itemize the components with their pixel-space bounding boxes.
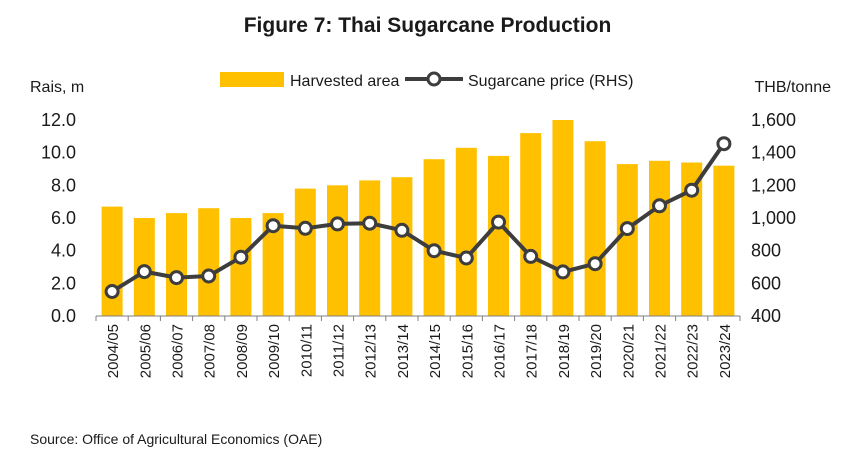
bar-2017/18: [520, 133, 542, 316]
x-tick-label: 2010/11: [298, 324, 315, 377]
x-tick-label: 2019/20: [588, 324, 605, 378]
price-point-2020/21: [619, 221, 635, 237]
bar-2020/21: [616, 164, 638, 316]
y-left-tick-label: 4.0: [51, 241, 76, 261]
y-right-tick-label: 1,400: [751, 143, 796, 163]
price-point-2006/07: [169, 270, 184, 286]
bar-2008/09: [230, 218, 252, 316]
y-left-tick-label: 0.0: [51, 306, 76, 326]
bar-2009/10: [262, 213, 284, 316]
chart-title: Figure 7: Thai Sugarcane Production: [243, 14, 612, 37]
price-point-2023/24: [716, 136, 732, 152]
x-tick-label: 2014/15: [427, 324, 444, 378]
y-left-tick-label: 6.0: [51, 208, 76, 228]
price-point-2018/19: [555, 264, 571, 280]
x-tick-label: 2023/24: [717, 324, 734, 378]
y-left-tick-label: 2.0: [51, 273, 76, 293]
y-right-tick-label: 800: [751, 241, 781, 261]
x-tick-label: 2020/21: [620, 324, 637, 378]
bar-2019/20: [584, 141, 606, 316]
x-tick-label: 2004/05: [105, 324, 122, 378]
y-right-tick-label: 1,600: [751, 110, 796, 130]
y-right-tick-label: 400: [751, 306, 781, 326]
bar-2021/22: [649, 160, 670, 316]
y-left-tick-label: 12.0: [41, 110, 76, 130]
legend-label-harvested-area: Harvested area: [290, 73, 399, 90]
price-point-2012/13: [362, 215, 378, 231]
x-tick-label: 2008/09: [234, 324, 251, 378]
y-right-tick-label: 600: [751, 273, 781, 293]
x-tick-label: 2016/17: [492, 324, 509, 378]
bar-2018/19: [552, 120, 574, 316]
price-point-2008/09: [233, 249, 249, 265]
price-point-2015/16: [458, 250, 474, 266]
price-point-2017/18: [523, 248, 539, 264]
x-tick-label: 2011/12: [331, 324, 348, 377]
x-tick-label: 2021/22: [653, 324, 670, 378]
price-point-2005/06: [136, 264, 152, 280]
price-point-2014/15: [426, 243, 442, 259]
x-tick-label: 2015/16: [459, 324, 476, 378]
price-point-2021/22: [652, 198, 667, 214]
price-point-2016/17: [491, 214, 506, 230]
x-tick-label: 2022/23: [685, 324, 702, 378]
y-left-tick-label: 8.0: [51, 175, 76, 195]
x-tick-label: 2013/14: [395, 324, 412, 378]
price-point-2010/11: [297, 220, 313, 236]
source-note: Source: Office of Agricultural Economics…: [30, 431, 323, 447]
bar-2007/08: [198, 208, 220, 316]
price-point-2019/20: [587, 256, 603, 272]
x-tick-label: 2007/08: [202, 324, 219, 378]
y-right-tick-label: 1,200: [751, 175, 796, 195]
price-point-2007/08: [201, 268, 217, 284]
x-tick-label: 2018/19: [556, 324, 573, 378]
bar-2023/24: [713, 165, 735, 316]
y-left-axis-title: Rais, m: [30, 79, 84, 96]
y-right-axis-title: THB/tonne: [755, 79, 832, 96]
legend-swatch-price-marker: [426, 71, 442, 87]
bar-2013/14: [391, 177, 413, 316]
y-left-tick-label: 10.0: [41, 143, 76, 163]
bar-2014/15: [423, 159, 445, 316]
price-point-2022/23: [684, 182, 700, 198]
bar-2004/05: [101, 206, 123, 316]
x-tick-label: 2006/07: [170, 324, 187, 378]
axes-layer: 2004/05 2005/06 2006/07 2007/08 2008/09 2009/…: [30, 79, 831, 378]
price-point-2004/05: [104, 284, 120, 299]
line-layer: [104, 136, 732, 299]
x-tick-label: 2017/18: [524, 324, 541, 378]
x-tick-label: 2005/06: [137, 324, 154, 378]
bar-2010/11: [294, 188, 316, 316]
x-tick-label: 2009/10: [266, 324, 283, 378]
price-point-2013/14: [394, 222, 410, 238]
bar-2006/07: [166, 213, 187, 316]
price-point-2009/10: [265, 218, 281, 234]
bars-layer: [101, 120, 735, 316]
bar-2012/13: [359, 180, 381, 316]
bar-2011/12: [327, 185, 348, 316]
legend-swatch-harvested-area: [220, 72, 284, 87]
price-point-2011/12: [330, 216, 345, 232]
legend: Harvested area Sugarcane price (RHS): [220, 71, 633, 90]
bar-2016/17: [488, 155, 509, 316]
bar-2015/16: [455, 147, 477, 316]
y-right-tick-label: 1,000: [751, 208, 796, 228]
legend-label-sugarcane-price: Sugarcane price (RHS): [468, 73, 633, 90]
x-tick-label: 2012/13: [363, 324, 380, 378]
bar-2022/23: [681, 162, 703, 316]
